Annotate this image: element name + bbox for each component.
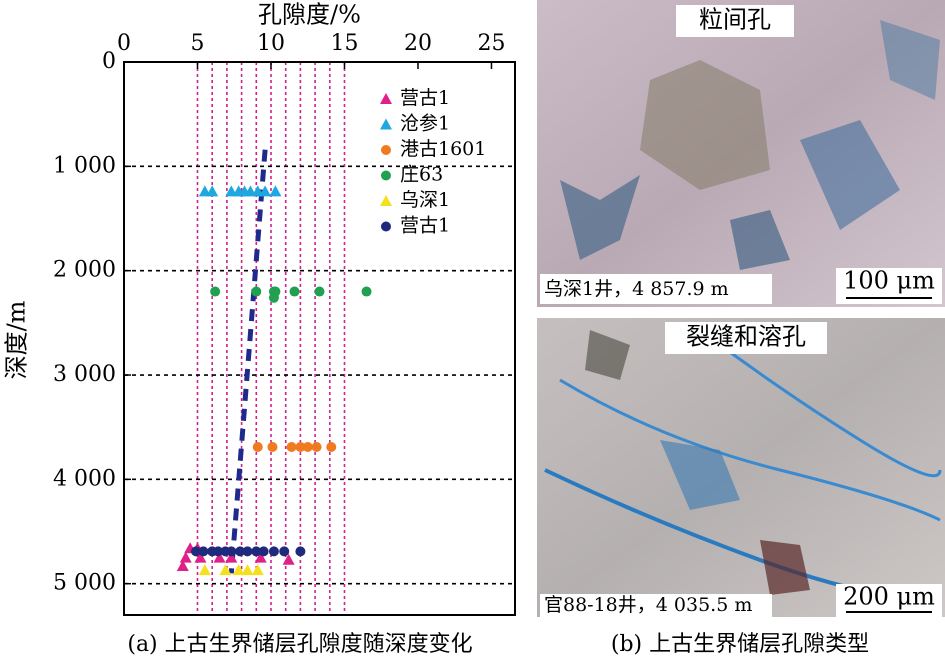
title-box [665,322,827,354]
data-point [251,286,262,297]
grain [640,60,770,190]
pore [660,440,740,510]
location-box [540,594,772,617]
legend-marker [381,221,391,232]
y-tick-label: 0 [102,49,116,74]
y-tick-label: 1 000 [53,153,116,178]
fracture [559,378,941,522]
photo-2: 裂缝和溶孔 官88-18井，4 035.5 m 200 μm [537,318,945,617]
x-tick-label: 25 [477,31,505,56]
fracture [699,328,942,478]
legend-label: 沧参1 [400,113,450,135]
legend-marker [380,93,392,104]
mineral [585,330,630,380]
legend-marker [380,118,392,130]
data-point [258,546,269,557]
data-point [213,546,224,557]
data-point [176,559,189,571]
data-point [198,564,211,576]
data-point [213,551,226,563]
legend-marker [381,145,391,155]
legend-marker [380,195,392,206]
photo-location: 官88-18井，4 035.5 m [544,594,752,616]
y-tick-label: 4 000 [53,466,116,491]
data-point [251,564,264,576]
x-tick-label: 15 [330,31,358,56]
title-box [676,5,794,37]
data-point [267,442,278,453]
x-tick-label: 0 [117,31,131,56]
data-point [361,286,372,297]
data-point [219,564,232,576]
data-point [226,546,237,557]
data-point [252,442,263,453]
y-axis-label: 深度/m [3,300,31,379]
data-point [269,185,282,197]
data-point [295,546,306,557]
photo-1: 粒间孔 乌深1井，4 857.9 m 100 μm [537,0,945,307]
y-tick-label: 5 000 [53,571,116,596]
data-point [194,551,207,563]
scale-label: 100 μm [843,267,935,295]
x-tick-label: 20 [404,31,432,56]
data-point [206,185,219,197]
trend-line [228,149,268,574]
data-point [225,551,238,563]
data-point [279,546,290,557]
y-tick-label: 2 000 [53,258,116,283]
data-point [210,286,221,297]
photo-title: 裂缝和溶孔 [686,323,806,351]
data-point [289,286,300,297]
pore [560,175,640,260]
data-point [251,546,262,557]
data-point [282,553,295,565]
chart-caption: (a) 上古生界储层孔隙度随深度变化 [127,632,472,657]
photo-title: 粒间孔 [699,6,771,34]
data-point [268,292,279,303]
x-tick-label: 5 [190,31,204,56]
legend-label: 乌深1 [400,189,450,211]
data-point [286,442,297,453]
scale-label: 200 μm [843,583,935,611]
x-tick-label: 10 [257,31,285,56]
mineral [760,540,810,595]
chart: 0 1 000 2 000 3 000 4 000 5 000 0 5 10 15 20 25 孔隙度/… [3,1,516,657]
data-point [179,551,192,563]
data-point [191,546,202,557]
data-point [259,185,272,197]
x-axis-label: 孔隙度/% [258,1,361,29]
data-point [268,546,279,557]
data-point [241,564,254,576]
pore [800,120,900,230]
data-point [198,546,209,557]
y-tick-label: 3 000 [53,362,116,387]
data-point [326,442,337,453]
data-point [242,546,253,557]
photo-location: 乌深1井，4 857.9 m [544,278,729,300]
data-point [314,286,325,297]
pore [880,20,940,100]
legend-label: 营古1 [400,87,450,109]
data-point [302,442,313,453]
legend-marker [381,170,391,181]
location-box [540,274,772,304]
legend-label: 港古1601 [400,138,486,160]
data-point [254,551,267,563]
panel-caption: (b) 上古生界储层孔隙类型 [611,632,869,657]
data-point [311,442,322,453]
pore [730,210,790,270]
legend-label: 营古1 [400,215,450,237]
plot-frame [123,61,516,616]
data-point [295,442,306,453]
data-point [235,546,246,557]
legend-label: 庄63 [400,164,443,186]
data-point [232,564,245,576]
